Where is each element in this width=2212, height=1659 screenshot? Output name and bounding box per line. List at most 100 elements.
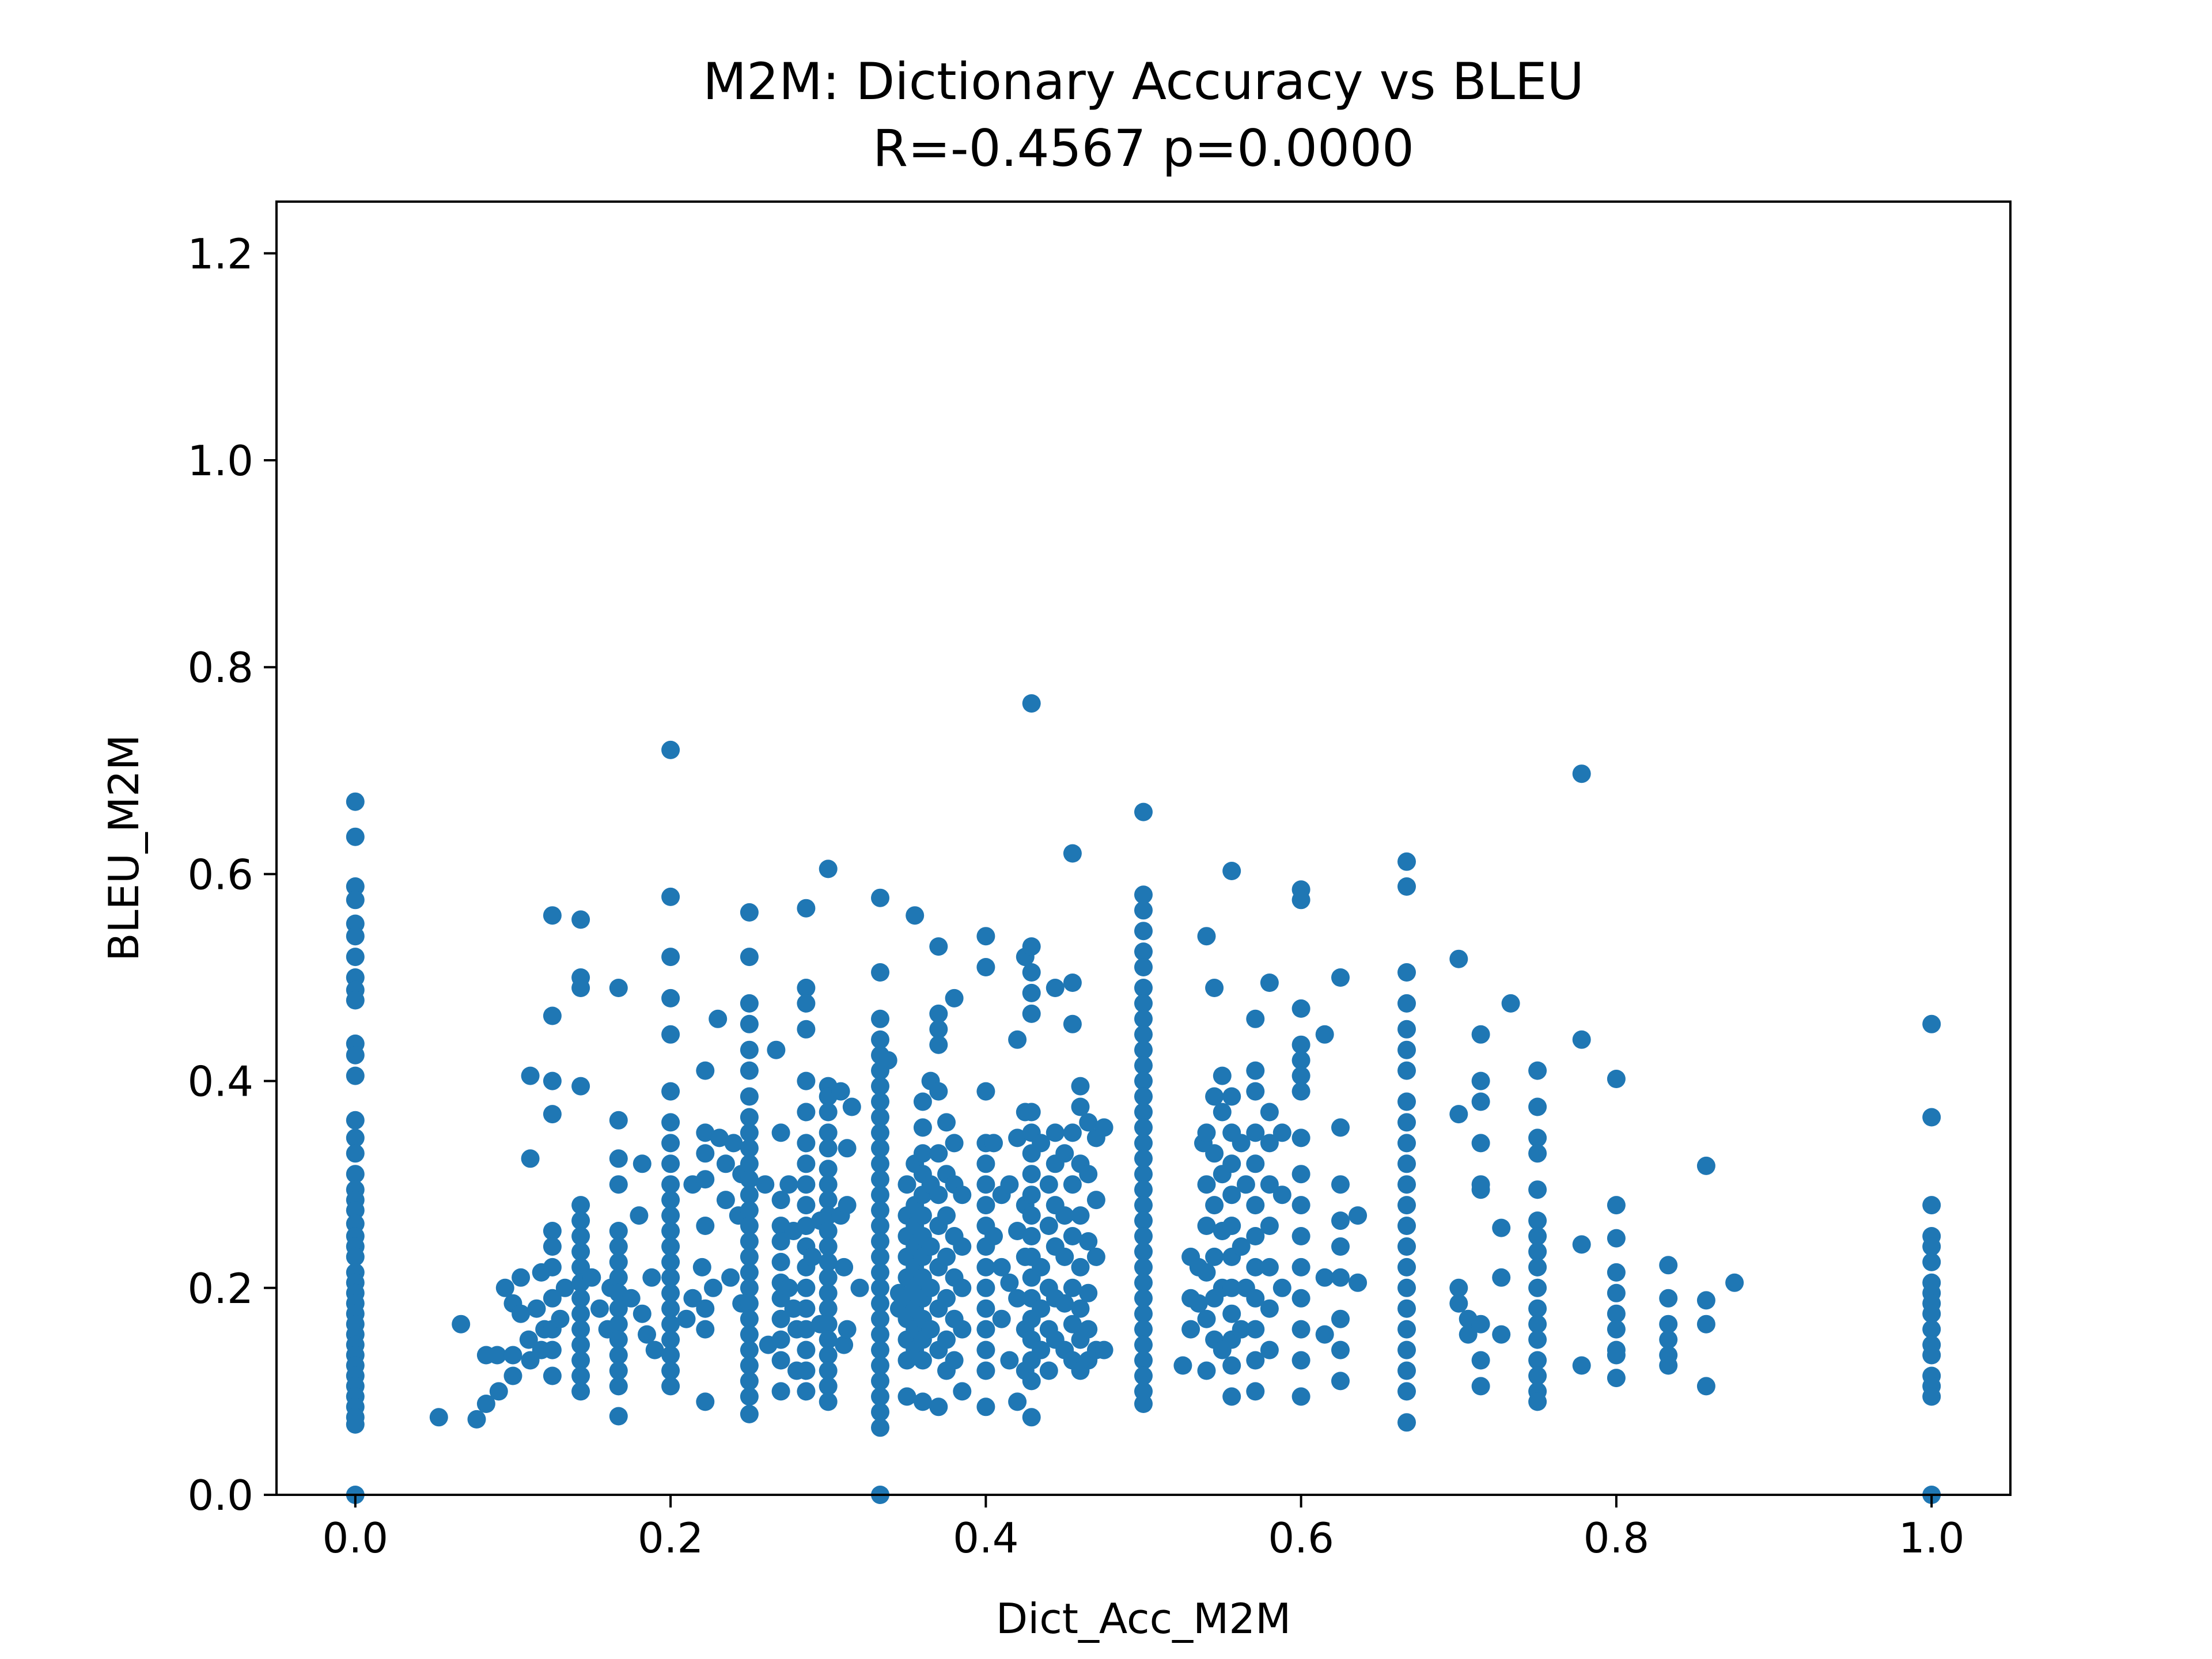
data-point [771, 1330, 790, 1349]
data-point [1331, 1372, 1350, 1391]
data-point [819, 1139, 838, 1158]
data-point [1291, 891, 1310, 910]
data-point [1046, 1123, 1065, 1142]
data-point [609, 1346, 628, 1365]
data-point [590, 1299, 609, 1318]
data-point [871, 1185, 889, 1205]
data-point [1134, 1040, 1153, 1059]
data-point [819, 1330, 838, 1349]
data-point [521, 1066, 540, 1085]
data-point [1397, 1040, 1416, 1059]
data-point [740, 994, 759, 1013]
data-point [1291, 1128, 1310, 1147]
y-tick-label: 1.2 [187, 230, 253, 278]
data-point [1349, 1273, 1368, 1292]
data-point [1272, 1278, 1291, 1297]
data-point [696, 1320, 715, 1339]
data-point [661, 1283, 680, 1302]
data-point [1222, 1304, 1241, 1323]
data-point [512, 1304, 531, 1323]
data-point [797, 1154, 816, 1173]
data-point [571, 1320, 590, 1339]
data-point [1397, 877, 1416, 896]
data-point [1331, 1340, 1350, 1359]
data-point [452, 1315, 471, 1334]
data-point [1022, 937, 1041, 956]
data-point [871, 1232, 889, 1251]
data-point [555, 1278, 574, 1297]
data-point [609, 1330, 628, 1349]
data-point [346, 1111, 365, 1130]
data-point [571, 1382, 590, 1401]
data-point [1079, 1113, 1098, 1132]
data-point [1471, 1025, 1490, 1044]
data-point [609, 979, 628, 997]
data-point [838, 1196, 857, 1215]
data-point [429, 1408, 448, 1427]
data-point [1331, 1309, 1350, 1328]
data-point [1659, 1330, 1678, 1349]
data-point [1246, 1123, 1265, 1142]
data-point [1022, 1227, 1041, 1245]
data-point [638, 1325, 656, 1344]
data-point [740, 1154, 759, 1173]
data-point [1134, 1103, 1153, 1122]
data-point [797, 1175, 816, 1194]
x-tick-label: 1.0 [1899, 1514, 1965, 1562]
data-point [1397, 1217, 1416, 1235]
data-point [1079, 1165, 1098, 1184]
data-point [1022, 1408, 1041, 1427]
data-point [819, 1191, 838, 1210]
data-point [527, 1299, 546, 1318]
data-point [740, 1014, 759, 1033]
data-point [1471, 1180, 1490, 1199]
data-point [871, 1278, 889, 1297]
x-tick-label: 0.8 [1584, 1514, 1650, 1562]
data-point [797, 1299, 816, 1318]
data-point [503, 1366, 522, 1385]
data-point [797, 979, 816, 997]
data-point [1134, 885, 1153, 904]
data-point [1922, 1196, 1941, 1215]
data-point [953, 1278, 972, 1297]
data-point [495, 1278, 514, 1297]
data-point [661, 1134, 680, 1153]
data-point [1471, 1351, 1490, 1370]
data-point [709, 1009, 728, 1028]
data-point [1397, 1154, 1416, 1173]
data-point [609, 1377, 628, 1396]
data-point [1134, 1395, 1153, 1413]
data-point [1528, 1242, 1547, 1261]
data-point [1471, 1377, 1490, 1396]
y-tick-label: 0.6 [187, 850, 253, 899]
data-point [1291, 1257, 1310, 1277]
data-point [1134, 942, 1153, 961]
data-point [819, 1175, 838, 1194]
data-point [696, 1123, 715, 1142]
data-point [913, 1144, 932, 1163]
data-point [1205, 1144, 1224, 1163]
data-point [1071, 1257, 1090, 1277]
data-point [740, 1404, 759, 1423]
data-point [871, 1309, 889, 1328]
data-point [1197, 1217, 1216, 1235]
data-point [740, 1061, 759, 1080]
data-point [771, 1191, 790, 1210]
data-point [1222, 1356, 1241, 1375]
data-point [1205, 1247, 1224, 1266]
data-point [571, 1304, 590, 1323]
data-point [921, 1278, 940, 1297]
points-layer [346, 694, 1941, 1504]
data-point [1222, 1387, 1241, 1406]
data-point [797, 1361, 816, 1380]
data-point [1008, 1392, 1027, 1411]
data-point [683, 1289, 702, 1308]
y-tick-label: 1.0 [187, 437, 253, 485]
data-point [571, 910, 590, 929]
data-point [945, 1351, 964, 1370]
data-point [1572, 1356, 1591, 1375]
data-point [1528, 1299, 1547, 1318]
data-point [1607, 1320, 1626, 1339]
data-point [756, 1175, 775, 1194]
data-point [740, 1247, 759, 1266]
